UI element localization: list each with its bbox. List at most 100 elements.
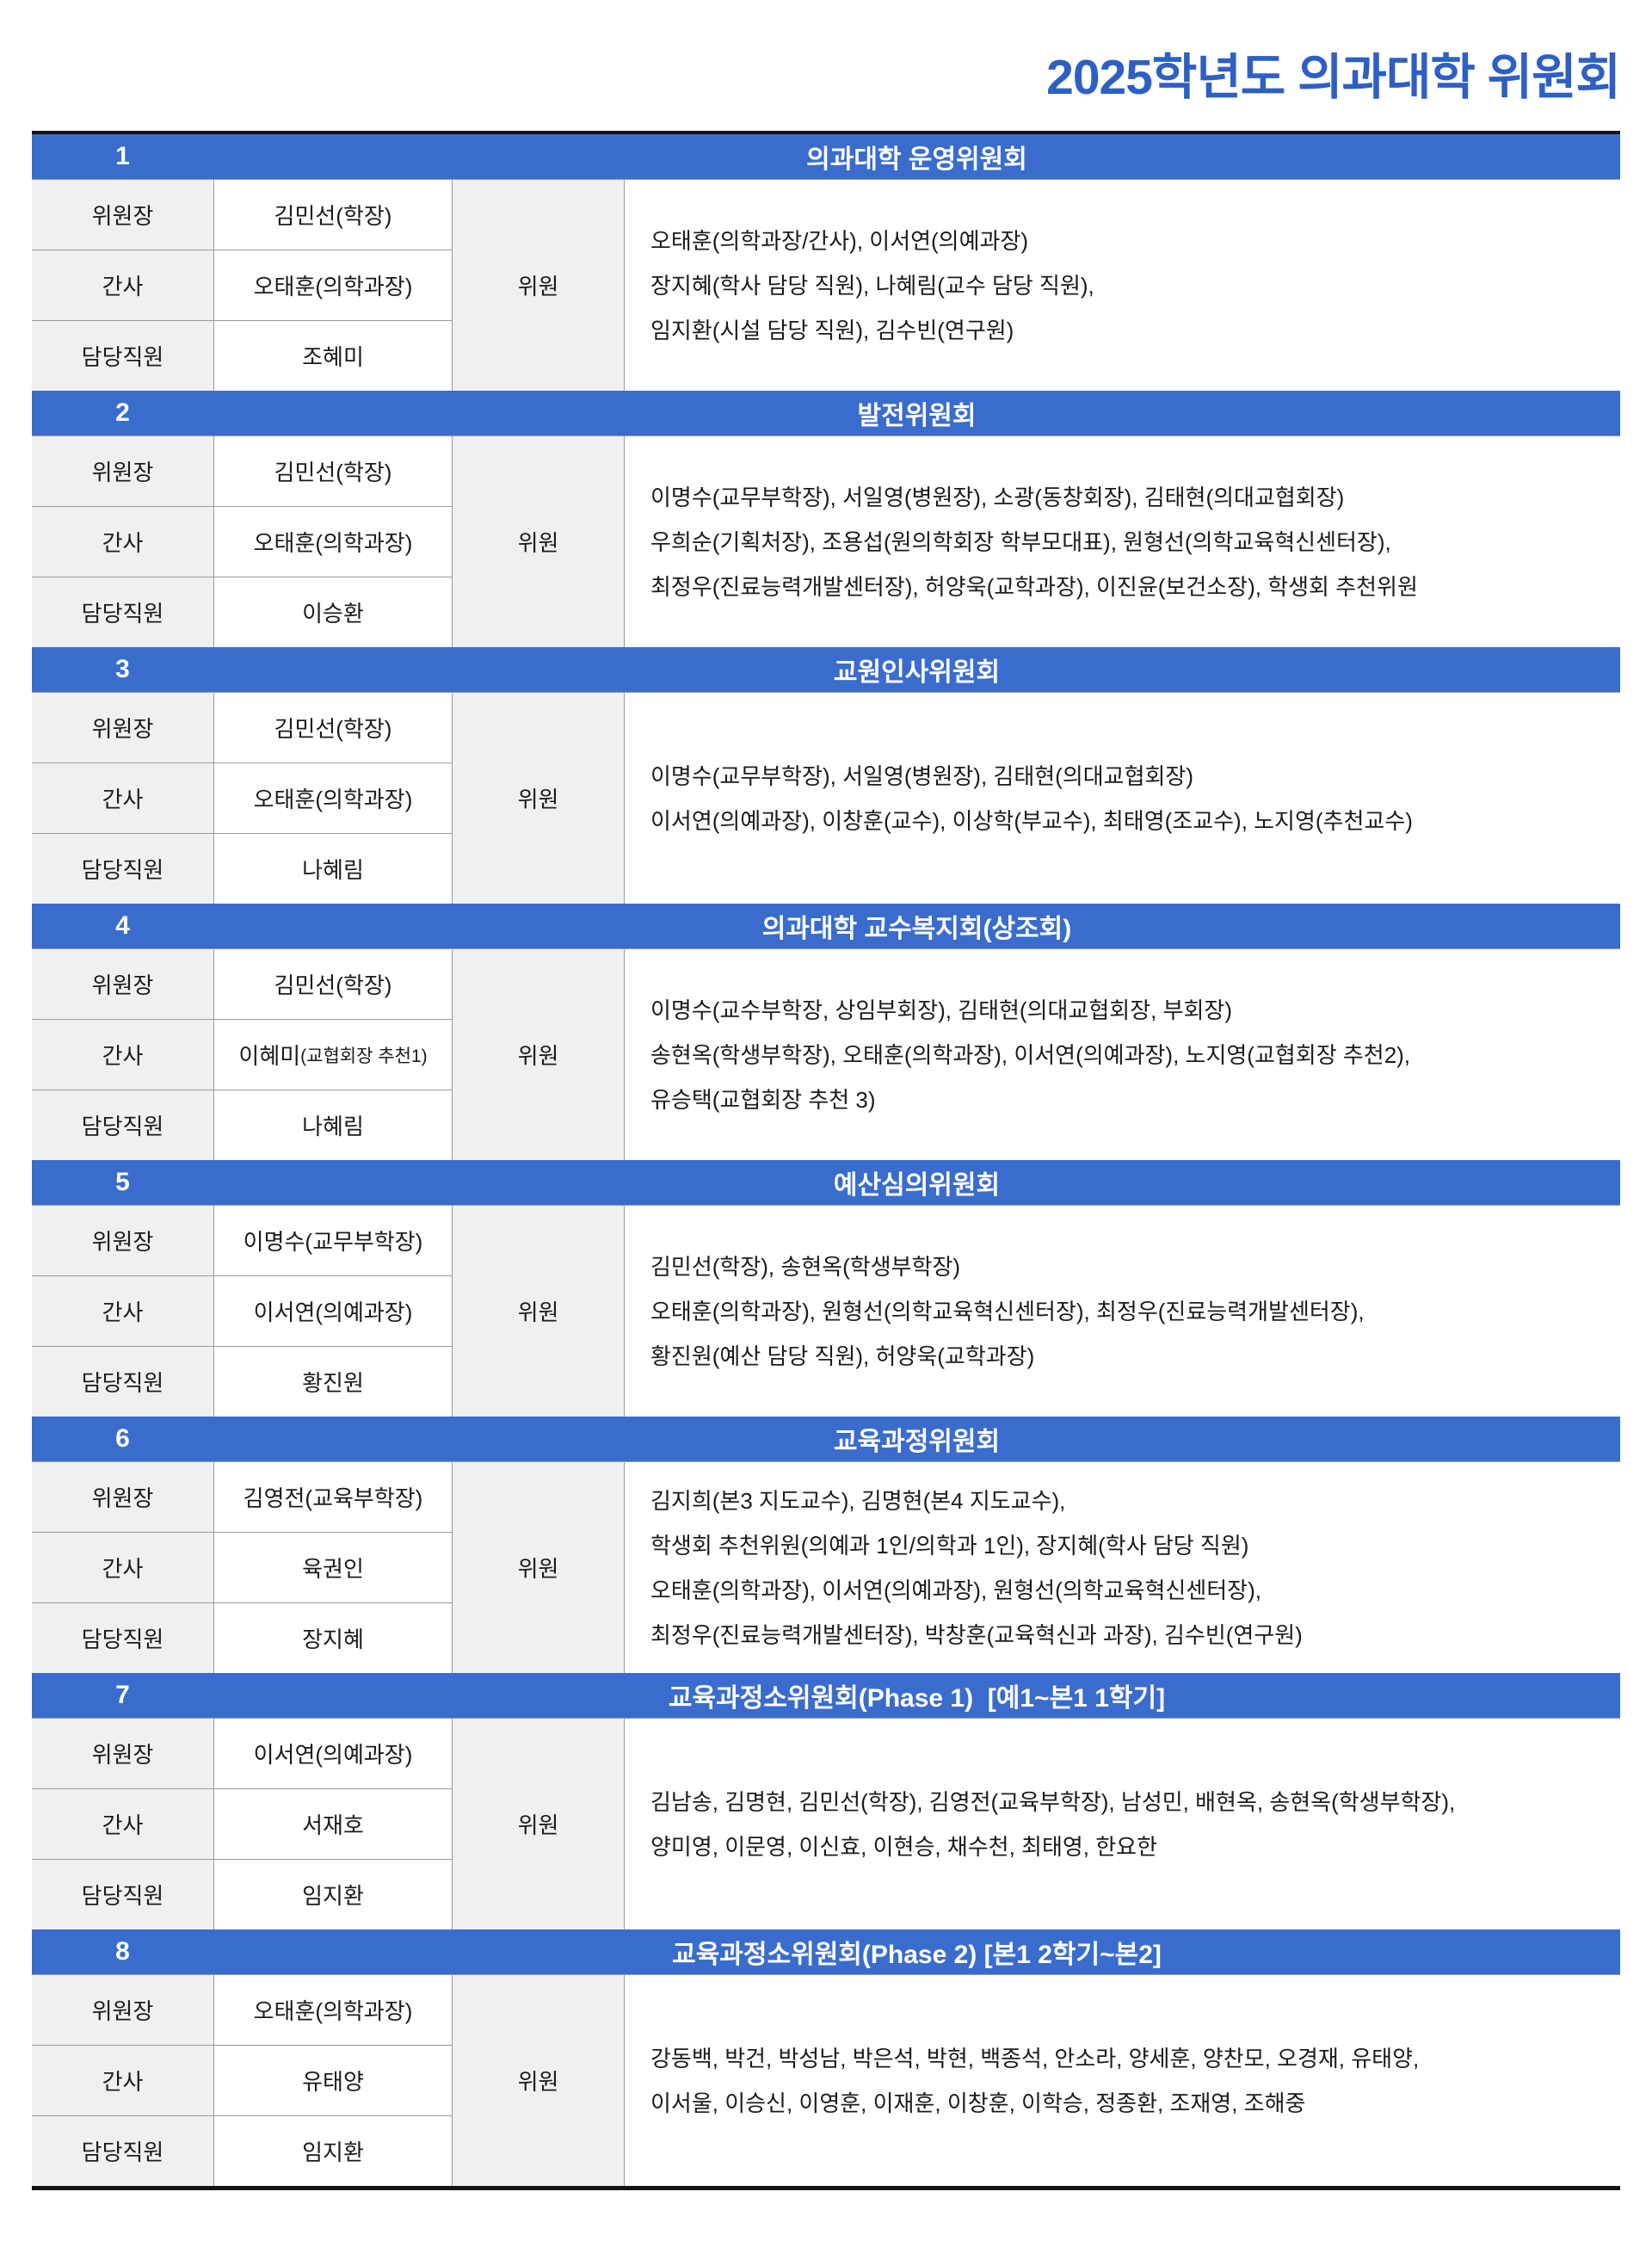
members-cell: 이명수(교수부학장, 상임부회장), 김태현(의대교협회장, 부회장) 송현옥(학… [624,948,1620,1160]
committee-number: 5 [32,1160,213,1205]
row-label-chair: 위원장 [32,1974,213,2045]
person-name: 이서연(의예과장) [253,1742,413,1768]
row-value-staff: 나혜림 [213,833,452,904]
person-name: 김민선(학장) [274,203,392,229]
row-label-secretary: 간사 [32,1275,213,1346]
members-list: 이명수(교수부학장, 상임부회장), 김태현(의대교협회장, 부회장) 송현옥(학… [650,997,1411,1113]
row-value-chair: 김민선(학장) [213,179,452,250]
members-list: 오태훈(의학과장/간사), 이서연(의예과장) 장지혜(학사 담당 직원), 나혜… [650,227,1094,343]
committee-number: 1 [32,134,213,179]
committee-table: 1 의과대학 운영위원회 위원장 김민선(학장) 간사 오태훈(의학과장) 담당… [32,131,1620,2190]
row-label-staff: 담당직원 [32,833,213,904]
row-value-staff: 나혜림 [213,1090,452,1160]
person-name: 오태훈(의학과장) [253,274,413,299]
members-cell: 강동백, 박건, 박성남, 박은석, 박현, 백종석, 안소라, 양세훈, 양찬… [624,1974,1620,2186]
row-label-staff: 담당직원 [32,1090,213,1160]
row-label-secretary: 간사 [32,1019,213,1090]
committee-section-4: 4 의과대학 교수복지회(상조회) 위원장 김민선(학장) 간사 이혜미 (교협회… [32,904,1620,1160]
person-name: 임지환 [302,2139,364,2165]
person-name: 오태훈(의학과장) [253,530,413,556]
committee-section-2: 2 발전위원회 위원장 김민선(학장) 간사 오태훈(의학과장) 담당직원 이승… [32,391,1620,647]
row-label-chair: 위원장 [32,1205,213,1275]
row-label-staff: 담당직원 [32,577,213,647]
row-label-secretary: 간사 [32,1532,213,1602]
members-label: 위원 [452,1461,624,1673]
members-list: 김민선(학장), 송현옥(학생부학장) 오태훈(의학과장), 원형선(의학교육혁신… [650,1253,1365,1369]
members-label: 위원 [452,179,624,391]
person-name: 나혜림 [302,1114,364,1139]
row-label-chair: 위원장 [32,692,213,762]
row-value-secretary: 서재호 [213,1788,452,1859]
row-value-staff: 조혜미 [213,320,452,391]
committee-number: 6 [32,1417,213,1461]
committee-title: 교원인사위원회 [213,647,1620,692]
person-name: 조혜미 [302,344,364,370]
person-name: 유태양 [302,2069,364,2095]
person-name: 임지환 [302,1883,364,1909]
committee-section-7: 7 교육과정소위원회(Phase 1) [예1~본1 1학기] 위원장 이서연(… [32,1673,1620,1929]
committee-number: 4 [32,904,213,948]
row-value-chair: 김민선(학장) [213,692,452,762]
person-name: 김민선(학장) [274,716,392,742]
row-value-secretary: 오태훈(의학과장) [213,506,452,577]
members-cell: 김지희(본3 지도교수), 김명현(본4 지도교수), 학생회 추천위원(의예과 … [624,1461,1620,1673]
members-list: 이명수(교무부학장), 서일영(병원장), 소광(동창회장), 김태현(의대교협… [650,484,1418,600]
person-name: 이명수(교무부학장) [243,1229,423,1255]
committee-section-1: 1 의과대학 운영위원회 위원장 김민선(학장) 간사 오태훈(의학과장) 담당… [32,134,1620,391]
row-label-secretary: 간사 [32,762,213,833]
person-name: 장지혜 [302,1627,364,1652]
row-label-chair: 위원장 [32,948,213,1019]
committee-section-3: 3 교원인사위원회 위원장 김민선(학장) 간사 오태훈(의학과장) 담당직원 … [32,647,1620,904]
row-label-staff: 담당직원 [32,2115,213,2186]
row-label-staff: 담당직원 [32,320,213,391]
row-label-chair: 위원장 [32,435,213,506]
committee-title: 의과대학 교수복지회(상조회) [213,904,1620,948]
members-cell: 김남송, 김명현, 김민선(학장), 김영전(교육부학장), 남성민, 배현옥,… [624,1718,1620,1929]
person-name: 육권인 [302,1556,364,1582]
page-title: 2025학년도 의과대학 위원회 [1046,50,1621,105]
row-value-staff: 장지혜 [213,1602,452,1673]
row-value-staff: 황진원 [213,1346,452,1417]
committee-section-6: 6 교육과정위원회 위원장 김영전(교육부학장) 간사 육권인 담당직원 장지혜… [32,1417,1620,1673]
committee-title: 교육과정소위원회(Phase 1) [예1~본1 1학기] [213,1673,1620,1718]
committee-title: 교육과정소위원회(Phase 2) [본1 2학기~본2] [213,1929,1620,1974]
members-cell: 김민선(학장), 송현옥(학생부학장) 오태훈(의학과장), 원형선(의학교육혁신… [624,1205,1620,1417]
committee-number: 3 [32,647,213,692]
row-label-chair: 위원장 [32,1461,213,1532]
members-label: 위원 [452,1974,624,2186]
person-note: (교협회장 추천1) [300,1046,428,1066]
row-label-secretary: 간사 [32,250,213,320]
members-label: 위원 [452,692,624,904]
row-label-secretary: 간사 [32,2045,213,2115]
row-value-chair: 김민선(학장) [213,948,452,1019]
committee-section-8: 8 교육과정소위원회(Phase 2) [본1 2학기~본2] 위원장 오태훈(… [32,1929,1620,2186]
row-value-secretary: 육권인 [213,1532,452,1602]
row-value-secretary: 이서연(의예과장) [213,1275,452,1346]
row-value-secretary: 유태양 [213,2045,452,2115]
committee-number: 7 [32,1673,213,1718]
members-list: 김지희(본3 지도교수), 김명현(본4 지도교수), 학생회 추천위원(의예과 … [650,1487,1303,1648]
members-cell: 이명수(교무부학장), 서일영(병원장), 소광(동창회장), 김태현(의대교협… [624,435,1620,647]
members-label: 위원 [452,1718,624,1929]
row-label-staff: 담당직원 [32,1346,213,1417]
members-list: 강동백, 박건, 박성남, 박은석, 박현, 백종석, 안소라, 양세훈, 양찬… [650,2045,1420,2116]
committee-title: 의과대학 운영위원회 [213,134,1620,179]
row-value-secretary: 오태훈(의학과장) [213,250,452,320]
person-name: 김영전(교육부학장) [243,1485,423,1511]
row-value-secretary: 오태훈(의학과장) [213,762,452,833]
row-label-chair: 위원장 [32,1718,213,1788]
members-label: 위원 [452,948,624,1160]
row-value-chair: 김영전(교육부학장) [213,1461,452,1532]
row-value-chair: 오태훈(의학과장) [213,1974,452,2045]
members-cell: 이명수(교무부학장), 서일영(병원장), 김태현(의대교협회장) 이서연(의예과… [624,692,1620,904]
committee-title: 예산심의위원회 [213,1160,1620,1205]
members-label: 위원 [452,1205,624,1417]
row-value-chair: 김민선(학장) [213,435,452,506]
committee-number: 8 [32,1929,213,1974]
person-name: 서재호 [302,1812,364,1838]
row-value-chair: 이명수(교무부학장) [213,1205,452,1275]
committee-title: 교육과정위원회 [213,1417,1620,1461]
members-list: 김남송, 김명현, 김민선(학장), 김영전(교육부학장), 남성민, 배현옥,… [650,1788,1456,1860]
committee-number: 2 [32,391,213,435]
committee-section-5: 5 예산심의위원회 위원장 이명수(교무부학장) 간사 이서연(의예과장) 담당… [32,1160,1620,1417]
